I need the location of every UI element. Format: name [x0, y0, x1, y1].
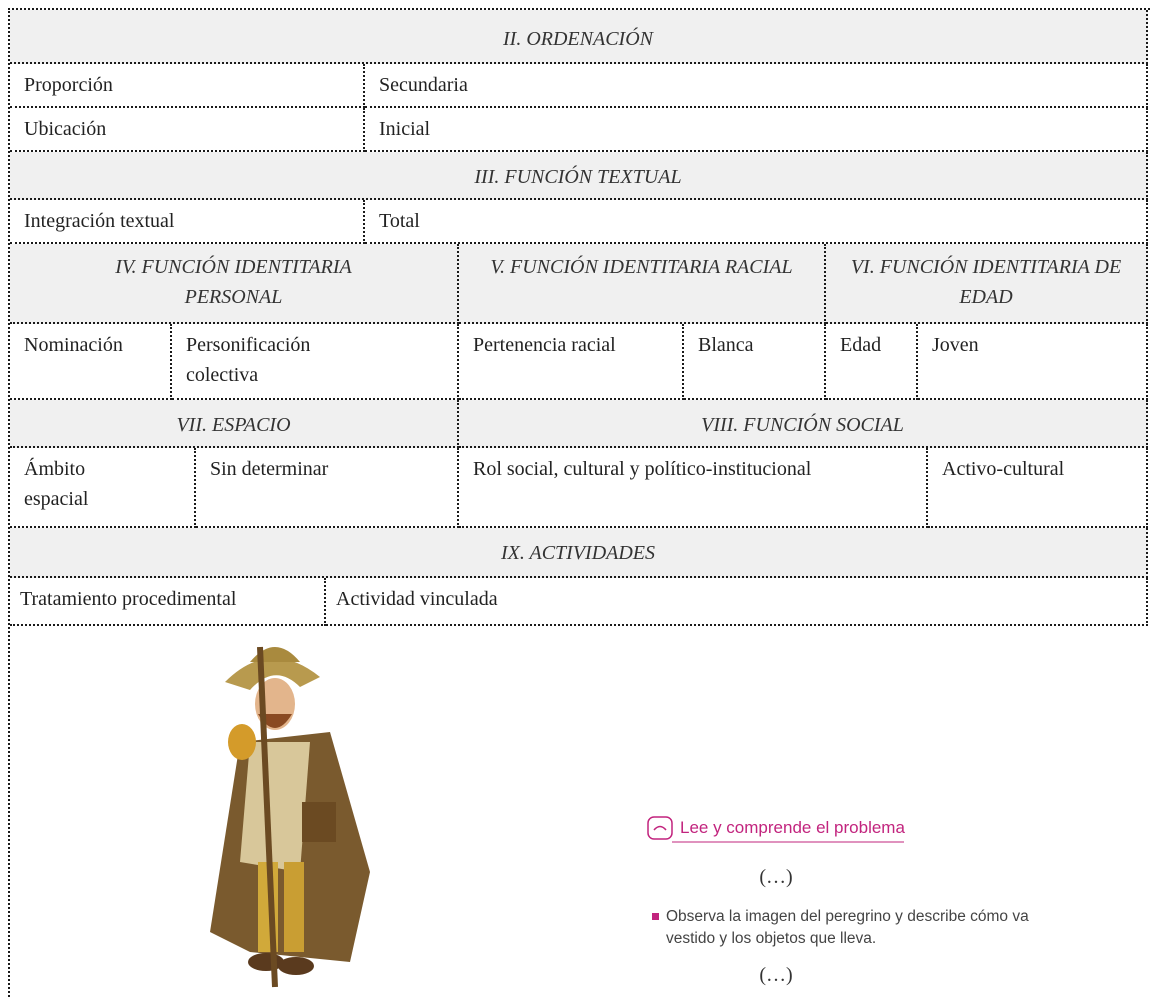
- section-header: II. ORDENACIÓN: [10, 10, 1148, 64]
- section-header: V. FUNCIÓN IDENTITARIA RACIAL: [459, 244, 826, 324]
- cell: Joven: [918, 324, 1148, 400]
- cell: Ubicación: [10, 108, 365, 152]
- section-header: IX. ACTIVIDADES: [10, 528, 1148, 578]
- cell: Activo-cultural: [928, 448, 1148, 528]
- cell: Rol social, cultural y político-instituc…: [459, 448, 928, 528]
- activity-heading: Lee y comprende el problema: [680, 818, 905, 837]
- cell: Proporción: [10, 64, 365, 108]
- cell: Secundaria: [365, 64, 1148, 108]
- cell: Ámbito espacial: [10, 448, 196, 528]
- ellipsis: (…): [759, 866, 793, 888]
- cell: Pertenencia racial: [459, 324, 684, 400]
- section-header: VIII. FUNCIÓN SOCIAL: [459, 400, 1148, 448]
- cell: Inicial: [365, 108, 1148, 152]
- cell: Personificación colectiva: [172, 324, 459, 400]
- cell: Tratamiento procedimental: [10, 578, 326, 626]
- left-border: [8, 8, 10, 997]
- cell: Total: [365, 200, 1148, 244]
- section-header: III. FUNCIÓN TEXTUAL: [10, 152, 1148, 200]
- cell: Integración textual: [10, 200, 365, 244]
- cell: Blanca: [684, 324, 826, 400]
- section-header: VI. FUNCIÓN IDENTITARIA DE EDAD: [826, 244, 1148, 324]
- bullet-marker: [652, 913, 659, 920]
- section-header: VII. ESPACIO: [10, 400, 459, 448]
- cell: Edad: [826, 324, 918, 400]
- cell: Actividad vinculada: [326, 578, 1148, 626]
- cell: Sin determinar: [196, 448, 459, 528]
- cell: Nominación: [10, 324, 172, 400]
- activity-bullet: Observa la imagen del peregrino y descri…: [666, 908, 1029, 947]
- heading-decoration: [647, 816, 904, 843]
- pilgrim-illustration: [210, 646, 370, 988]
- section-header: IV. FUNCIÓN IDENTITARIA PERSONAL: [10, 244, 459, 324]
- ellipsis: (…): [759, 964, 793, 986]
- top-border: [8, 8, 1150, 10]
